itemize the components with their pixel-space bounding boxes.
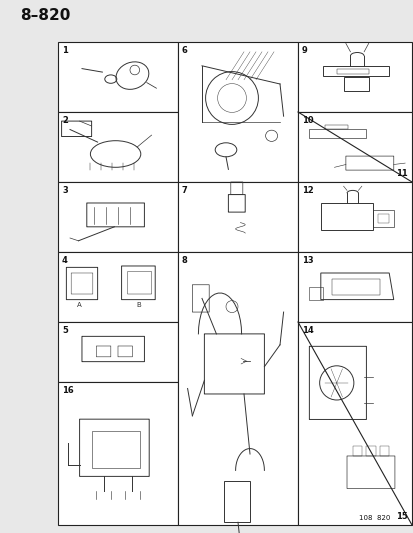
Bar: [178, 42, 297, 182]
Bar: [58, 322, 178, 382]
Bar: [297, 112, 411, 182]
Bar: [352, 446, 361, 456]
Bar: [58, 382, 178, 525]
Text: 3: 3: [62, 186, 68, 195]
Bar: [178, 182, 297, 252]
Bar: [297, 252, 411, 322]
Text: 7: 7: [182, 186, 188, 195]
Text: 15: 15: [395, 512, 407, 521]
Bar: [320, 203, 373, 230]
Text: 6: 6: [182, 46, 188, 55]
Bar: [343, 77, 368, 91]
Bar: [331, 279, 379, 295]
Text: B: B: [136, 302, 140, 309]
Text: 5: 5: [62, 326, 68, 335]
Bar: [91, 431, 139, 468]
Bar: [366, 446, 375, 456]
Bar: [377, 214, 388, 223]
Text: 108  820: 108 820: [358, 515, 389, 521]
Bar: [336, 69, 368, 74]
Bar: [58, 42, 178, 112]
Bar: [297, 322, 411, 525]
Bar: [297, 42, 411, 112]
Bar: [58, 112, 178, 182]
Text: 12: 12: [301, 186, 313, 195]
Bar: [379, 446, 388, 456]
Text: 8–820: 8–820: [20, 8, 70, 23]
Bar: [297, 182, 411, 252]
Bar: [178, 252, 297, 525]
Text: 2: 2: [62, 116, 68, 125]
Text: 16: 16: [62, 386, 74, 395]
Text: A: A: [77, 302, 82, 309]
Text: 9: 9: [301, 46, 307, 55]
Text: 1: 1: [62, 46, 68, 55]
Bar: [373, 210, 393, 227]
Text: 11: 11: [395, 169, 407, 178]
Bar: [322, 66, 388, 76]
Text: 8: 8: [182, 256, 188, 265]
Text: 4: 4: [62, 256, 68, 265]
Text: 10: 10: [301, 116, 313, 125]
Bar: [223, 481, 249, 522]
Bar: [309, 287, 322, 300]
Bar: [58, 252, 178, 322]
Bar: [58, 182, 178, 252]
Text: 13: 13: [301, 256, 313, 265]
Bar: [309, 129, 366, 138]
Text: 14: 14: [301, 326, 313, 335]
Bar: [325, 125, 347, 129]
